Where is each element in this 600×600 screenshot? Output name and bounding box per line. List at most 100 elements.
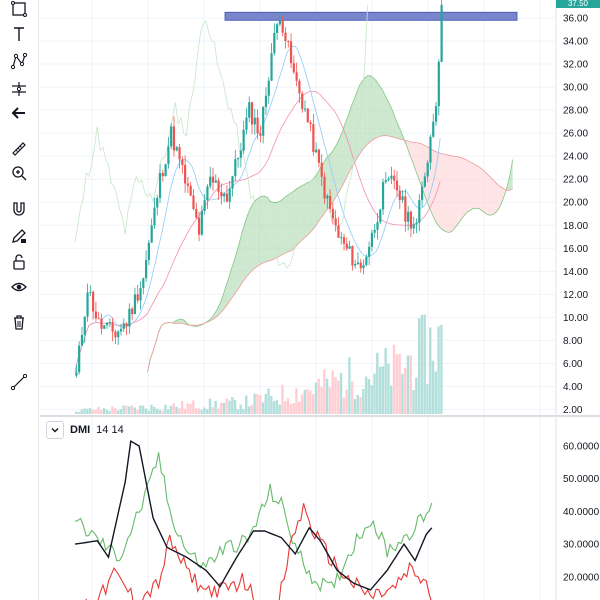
- chevron-down-icon[interactable]: [46, 421, 64, 439]
- candle: [312, 113, 315, 156]
- cloud-segment: [264, 195, 268, 263]
- volume-bar: [286, 398, 290, 414]
- candle: [423, 172, 426, 188]
- dmi-legend[interactable]: DMI 14 14: [46, 420, 124, 440]
- volume-bar: [334, 376, 337, 414]
- volume-bar: [155, 408, 159, 414]
- eye-icon[interactable]: [7, 275, 31, 299]
- zoom-in-icon[interactable]: [7, 161, 31, 185]
- candle: [387, 176, 390, 182]
- cloud-segment: [454, 156, 457, 229]
- unlock-icon[interactable]: [7, 250, 31, 274]
- lock-pencil-icon[interactable]: [7, 224, 31, 248]
- cloud-segment: [482, 169, 485, 213]
- candle: [156, 194, 159, 216]
- volume-bar: [247, 406, 251, 414]
- price-tick-label: 16.00: [563, 244, 588, 255]
- ruler-icon[interactable]: [7, 137, 31, 161]
- volume-bar: [144, 408, 148, 414]
- volume-bar: [127, 406, 131, 414]
- cloud-segment: [259, 196, 262, 266]
- cloud-segment: [337, 137, 340, 196]
- magnet-icon[interactable]: [7, 197, 31, 221]
- candle: [103, 325, 106, 329]
- price-tick-label: 22.00: [563, 175, 588, 186]
- candle: [276, 22, 279, 41]
- volume-bar: [242, 408, 245, 414]
- candle: [379, 208, 382, 225]
- candle: [144, 250, 148, 282]
- candle: [158, 164, 162, 204]
- volume-bar: [225, 398, 228, 414]
- candle: [105, 322, 109, 329]
- cloud-segment: [437, 152, 441, 228]
- candle: [225, 185, 229, 203]
- volume-bar: [77, 412, 81, 414]
- candle: [100, 313, 103, 335]
- volume-bar: [261, 402, 265, 414]
- lagging-span: [74, 4, 369, 269]
- volume-bar: [275, 400, 279, 414]
- candle: [78, 341, 81, 375]
- volume-bar: [88, 408, 92, 414]
- volume-bar: [130, 405, 134, 414]
- candle: [200, 205, 203, 237]
- volume-bar: [356, 395, 359, 414]
- candle: [117, 330, 120, 345]
- volume-bar: [86, 408, 89, 414]
- candle: [384, 172, 387, 184]
- candle: [128, 303, 131, 334]
- node-tool-icon[interactable]: [7, 49, 31, 73]
- cloud-segment: [476, 165, 480, 209]
- trash-icon[interactable]: [7, 310, 31, 334]
- price-tick-label: 30.00: [563, 83, 588, 94]
- resistance-zone[interactable]: [224, 11, 518, 21]
- square-select-icon[interactable]: [7, 0, 31, 21]
- candle: [197, 211, 201, 242]
- indicator-params: 14 14: [96, 424, 124, 436]
- volume-bar: [292, 403, 295, 414]
- cloud-segment: [247, 208, 251, 276]
- volume-bar: [420, 314, 424, 414]
- price-tick-label: 34.00: [563, 37, 588, 48]
- cloud-segment: [367, 75, 371, 144]
- cloud-segment: [490, 177, 494, 216]
- cloud-segment: [398, 125, 402, 140]
- volume-bar: [345, 389, 348, 414]
- volume-bar: [80, 409, 83, 414]
- volume-bar: [161, 410, 164, 414]
- text-tool-icon[interactable]: [7, 22, 31, 46]
- cloud-segment: [250, 203, 254, 273]
- cloud-segment: [236, 242, 240, 292]
- volume-bar: [136, 409, 139, 414]
- volume-bar: [250, 405, 254, 414]
- candle: [119, 323, 123, 336]
- candle: [306, 107, 309, 123]
- cloud-segment: [429, 147, 432, 214]
- volume-bar: [364, 376, 368, 414]
- cloud-segment: [484, 171, 488, 215]
- candle: [362, 259, 365, 275]
- candle: [287, 40, 290, 48]
- volume-bar: [122, 405, 125, 414]
- volume-bar: [194, 408, 198, 414]
- cloud-segment: [423, 144, 427, 200]
- cloud-segment: [409, 141, 413, 161]
- volume-bar: [362, 388, 365, 414]
- cloud-segment: [459, 157, 463, 222]
- volume-bar: [167, 409, 170, 414]
- cloud-segment: [309, 180, 312, 234]
- back-arrow-icon[interactable]: [7, 101, 31, 125]
- candle: [342, 233, 346, 251]
- candle: [192, 189, 195, 211]
- volume-bar: [298, 401, 301, 414]
- volume-bar: [217, 408, 220, 414]
- candle: [189, 181, 192, 197]
- candle: [164, 163, 167, 177]
- volume-bar: [233, 399, 237, 414]
- trendline-icon[interactable]: [7, 370, 31, 394]
- cloud-segment: [462, 158, 466, 218]
- volume-bar: [147, 410, 150, 414]
- measure-tool-icon[interactable]: [7, 77, 31, 101]
